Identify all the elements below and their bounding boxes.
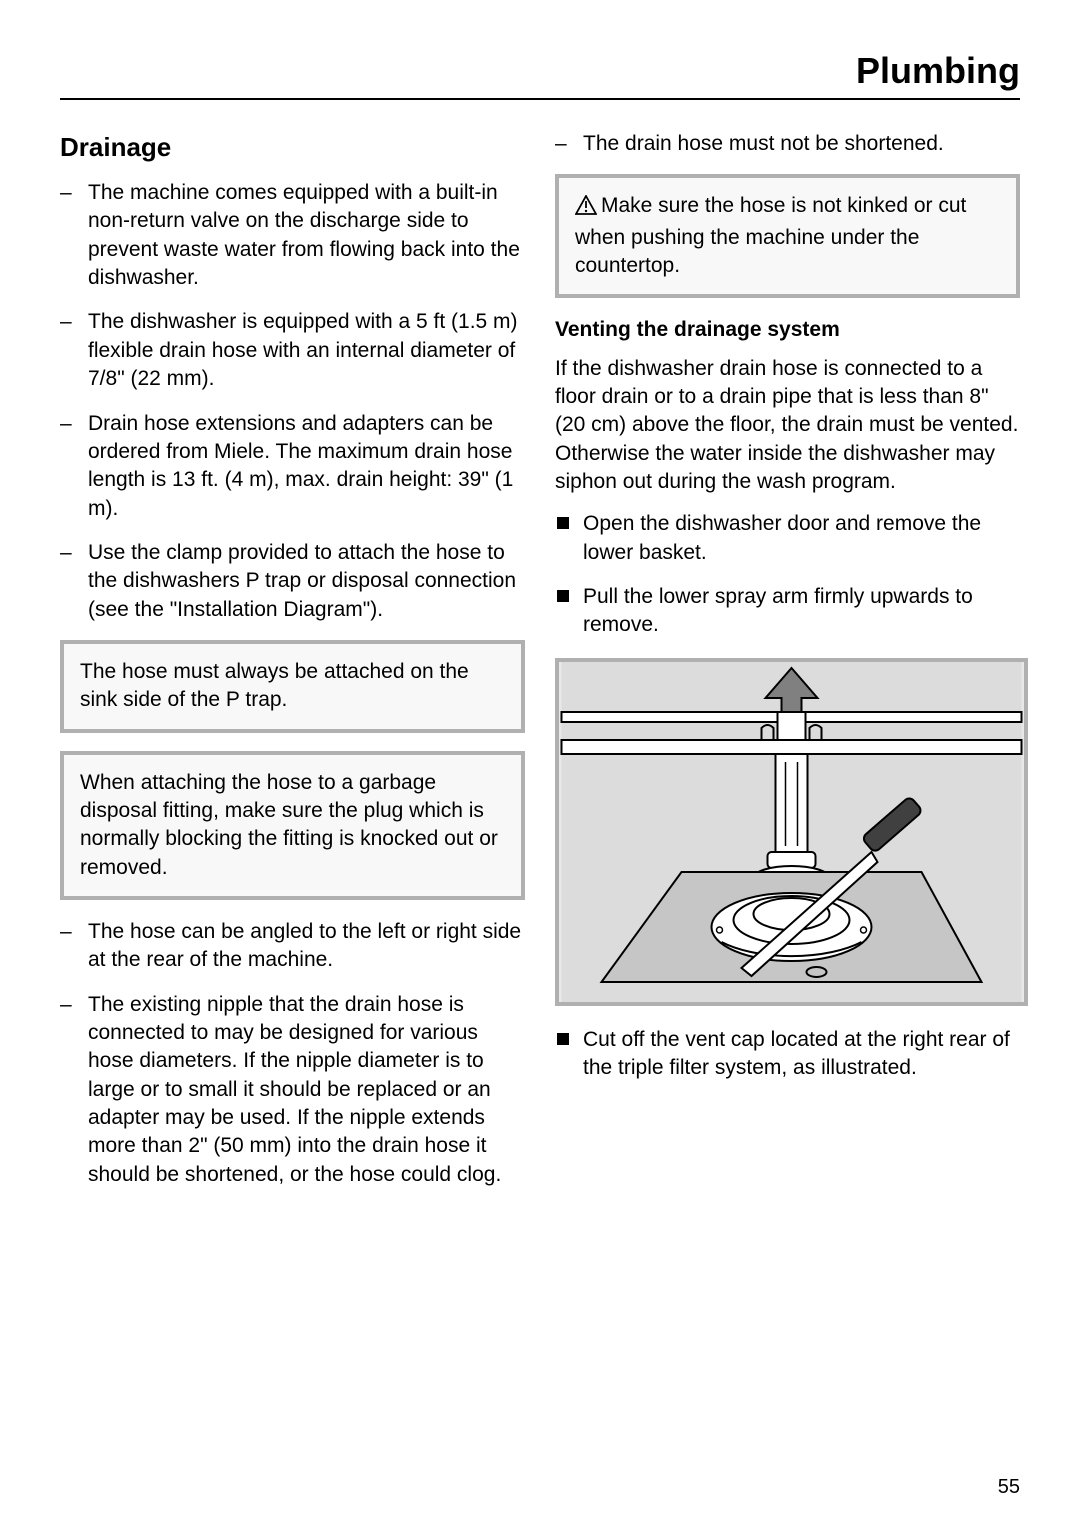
list-item: Use the clamp provided to attach the hos…	[60, 539, 525, 624]
drainage-list-2: The hose can be angled to the left or ri…	[60, 918, 525, 1189]
section-title-drainage: Drainage	[60, 130, 525, 165]
list-item: Cut off the vent cap located at the righ…	[555, 1026, 1020, 1083]
venting-steps: Open the dishwasher door and remove the …	[555, 510, 1020, 639]
venting-paragraph: If the dishwasher drain hose is connecte…	[555, 355, 1020, 497]
right-column: The drain hose must not be shortened. Ma…	[555, 130, 1020, 1205]
venting-steps-2: Cut off the vent cap located at the righ…	[555, 1026, 1020, 1083]
right-top-list: The drain hose must not be shortened.	[555, 130, 1020, 158]
list-item: The drain hose must not be shortened.	[555, 130, 1020, 158]
warning-box: Make sure the hose is not kinked or cut …	[555, 174, 1020, 298]
list-item: The existing nipple that the drain hose …	[60, 991, 525, 1189]
page-header: Plumbing	[60, 50, 1020, 100]
warning-text: Make sure the hose is not kinked or cut …	[575, 194, 966, 277]
drainage-list: The machine comes equipped with a built-…	[60, 179, 525, 624]
list-item: The hose can be angled to the left or ri…	[60, 918, 525, 975]
list-item: The machine comes equipped with a built-…	[60, 179, 525, 292]
sub-title-venting: Venting the drainage system	[555, 316, 1020, 344]
venting-figure	[555, 658, 1028, 1006]
note-box-disposal: When attaching the hose to a garbage dis…	[60, 751, 525, 900]
page: Plumbing Drainage The machine comes equi…	[0, 0, 1080, 1529]
warning-icon	[575, 195, 597, 223]
list-item: Pull the lower spray arm firmly upwards …	[555, 583, 1020, 640]
left-column: Drainage The machine comes equipped with…	[60, 130, 525, 1205]
list-item: Drain hose extensions and adapters can b…	[60, 410, 525, 523]
list-item: Open the dishwasher door and remove the …	[555, 510, 1020, 567]
venting-diagram-svg	[559, 662, 1024, 1002]
note-box-ptrap: The hose must always be attached on the …	[60, 640, 525, 733]
columns: Drainage The machine comes equipped with…	[60, 130, 1020, 1205]
page-number: 55	[998, 1476, 1020, 1499]
list-item: The dishwasher is equipped with a 5 ft (…	[60, 308, 525, 393]
